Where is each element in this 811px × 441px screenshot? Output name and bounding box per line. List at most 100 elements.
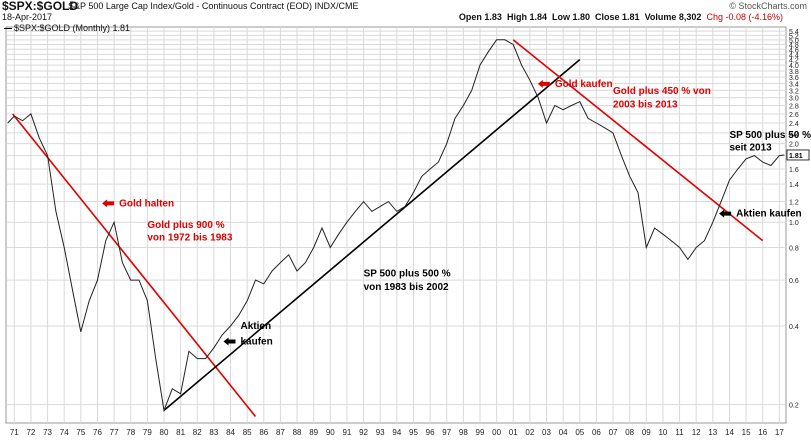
y-tick-label: 1.4 xyxy=(789,182,799,189)
y-tick-label: 4.0 xyxy=(789,63,799,70)
x-tick-label: 12 xyxy=(692,428,701,437)
annotation-label: kaufen xyxy=(240,336,272,347)
y-tick-label: 1.6 xyxy=(789,167,799,174)
x-tick-label: 14 xyxy=(725,428,734,437)
x-tick-label: 96 xyxy=(426,428,435,437)
x-tick-label: 99 xyxy=(476,428,485,437)
chart-description: S&P 500 Large Cap Index/Gold - Continuou… xyxy=(68,1,359,11)
x-tick-label: 15 xyxy=(742,428,751,437)
x-tick-label: 17 xyxy=(775,428,784,437)
y-tick-label: 4.2 xyxy=(789,58,799,65)
x-tick-label: 89 xyxy=(309,428,318,437)
y-tick-label: 3.2 xyxy=(789,88,799,95)
chart-legend: $SPX:$GOLD (Monthly) 1.81 xyxy=(4,23,130,33)
annotation-label: SP 500 plus 500 % xyxy=(364,268,451,279)
x-tick-label: 82 xyxy=(193,428,202,437)
x-tick-label: 03 xyxy=(542,428,551,437)
brand-label: © StockCharts.com xyxy=(729,1,807,11)
x-tick-label: 78 xyxy=(126,428,135,437)
y-tick-label: 3.0 xyxy=(789,96,799,103)
annotation-label: von 1983 bis 2002 xyxy=(364,282,449,293)
x-tick-label: 08 xyxy=(625,428,634,437)
quote-bar: 18-Apr-2017 Open 1.83 High 1.84 Low 1.80… xyxy=(0,12,811,23)
x-tick-label: 10 xyxy=(658,428,667,437)
x-tick-label: 87 xyxy=(276,428,285,437)
y-tick-label: 2.4 xyxy=(789,121,799,128)
ratio-chart: 71 72 73 74 75 76 77 78 79 80 81 82 83 84 85 86 87 88 89 90… xyxy=(5,26,811,437)
y-tick-label: 2.2 xyxy=(789,131,799,138)
x-tick-label: 97 xyxy=(442,428,451,437)
y-tick-label: 1.0 xyxy=(789,220,799,227)
annotation-label: seit 2013 xyxy=(729,143,772,154)
low-value: Low 1.80 xyxy=(551,12,590,22)
legend-label: $SPX:$GOLD (Monthly) 1.81 xyxy=(14,23,131,33)
x-tick-label: 00 xyxy=(492,428,501,437)
ticker-symbol: $SPX:$GOLD xyxy=(2,0,79,13)
legend-swatch xyxy=(4,28,12,30)
x-tick-label: 85 xyxy=(243,428,252,437)
x-tick-label: 83 xyxy=(209,428,218,437)
x-tick-label: 09 xyxy=(642,428,651,437)
open-value: Open 1.83 xyxy=(458,12,502,22)
y-tick-label: 5.4 xyxy=(789,29,799,36)
x-tick-label: 79 xyxy=(143,428,152,437)
x-tick-label: 81 xyxy=(176,428,185,437)
x-tick-label: 06 xyxy=(592,428,601,437)
annotation-label: SP 500 plus 50 % xyxy=(729,130,811,141)
y-tick-label: 4.4 xyxy=(789,52,799,59)
x-tick-label: 75 xyxy=(76,428,85,437)
x-tick-label: 77 xyxy=(110,428,119,437)
annotation-label: Gold kaufen xyxy=(555,79,613,90)
last-value-label: 1.81 xyxy=(789,153,803,160)
x-tick-label: 90 xyxy=(326,428,335,437)
x-tick-label: 74 xyxy=(60,428,69,437)
trend-line xyxy=(163,58,581,412)
x-tick-label: 98 xyxy=(459,428,468,437)
annotation-label: Gold plus 450 % von xyxy=(613,86,711,97)
x-tick-label: 11 xyxy=(675,428,684,437)
annotation-label: 2003 bis 2013 xyxy=(613,100,678,111)
chart-header: $SPX:$GOLD S&P 500 Large Cap Index/Gold … xyxy=(0,0,811,13)
x-tick-label: 84 xyxy=(226,428,235,437)
y-tick-label: 0.6 xyxy=(789,278,799,285)
arrow-left-icon xyxy=(537,79,550,88)
high-value: High 1.84 xyxy=(506,12,547,22)
annotation-label: Gold halten xyxy=(119,198,174,209)
arrow-left-icon xyxy=(223,337,236,346)
trend-line xyxy=(512,39,764,242)
trend-line xyxy=(12,113,257,418)
x-tick-label: 13 xyxy=(708,428,717,437)
close-value: Close 1.81 xyxy=(595,12,640,22)
x-tick-label: 92 xyxy=(359,428,368,437)
y-tick-label: 3.6 xyxy=(789,75,799,82)
y-tick-label: 3.8 xyxy=(789,69,799,76)
x-tick-label: 95 xyxy=(409,428,418,437)
x-tick-label: 93 xyxy=(376,428,385,437)
y-tick-label: 5.2 xyxy=(789,33,799,40)
annotation-label: Gold plus 900 % xyxy=(147,220,224,231)
x-tick-label: 04 xyxy=(559,428,568,437)
x-tick-label: 76 xyxy=(93,428,102,437)
change-value: Chg -0.08 (-4.16%) xyxy=(706,12,783,22)
arrow-left-icon xyxy=(102,199,115,208)
annotation-label: von 1972 bis 1983 xyxy=(147,233,232,244)
chart-date: 18-Apr-2017 xyxy=(2,12,53,22)
x-tick-label: 86 xyxy=(259,428,268,437)
y-tick-label: 2.0 xyxy=(789,142,799,149)
exchange-text: INDX/CME xyxy=(314,1,359,11)
description-text: S&P 500 Large Cap Index/Gold - Continuou… xyxy=(68,1,312,11)
x-tick-label: 80 xyxy=(160,428,169,437)
x-tick-label: 02 xyxy=(525,428,534,437)
ratio-series-line xyxy=(7,39,785,413)
x-tick-label: 72 xyxy=(26,428,35,437)
x-tick-label: 91 xyxy=(342,428,351,437)
x-tick-label: 73 xyxy=(43,428,52,437)
y-tick-label: 0.2 xyxy=(789,403,799,410)
y-tick-label: 3.4 xyxy=(789,82,799,89)
x-tick-label: 94 xyxy=(392,428,401,437)
annotation-label: Aktien xyxy=(240,321,271,332)
y-tick-label: 2.6 xyxy=(789,112,799,119)
volume-value: Volume 8,302 xyxy=(644,12,702,22)
y-tick-label: 2.8 xyxy=(789,104,799,111)
x-tick-label: 05 xyxy=(575,428,584,437)
